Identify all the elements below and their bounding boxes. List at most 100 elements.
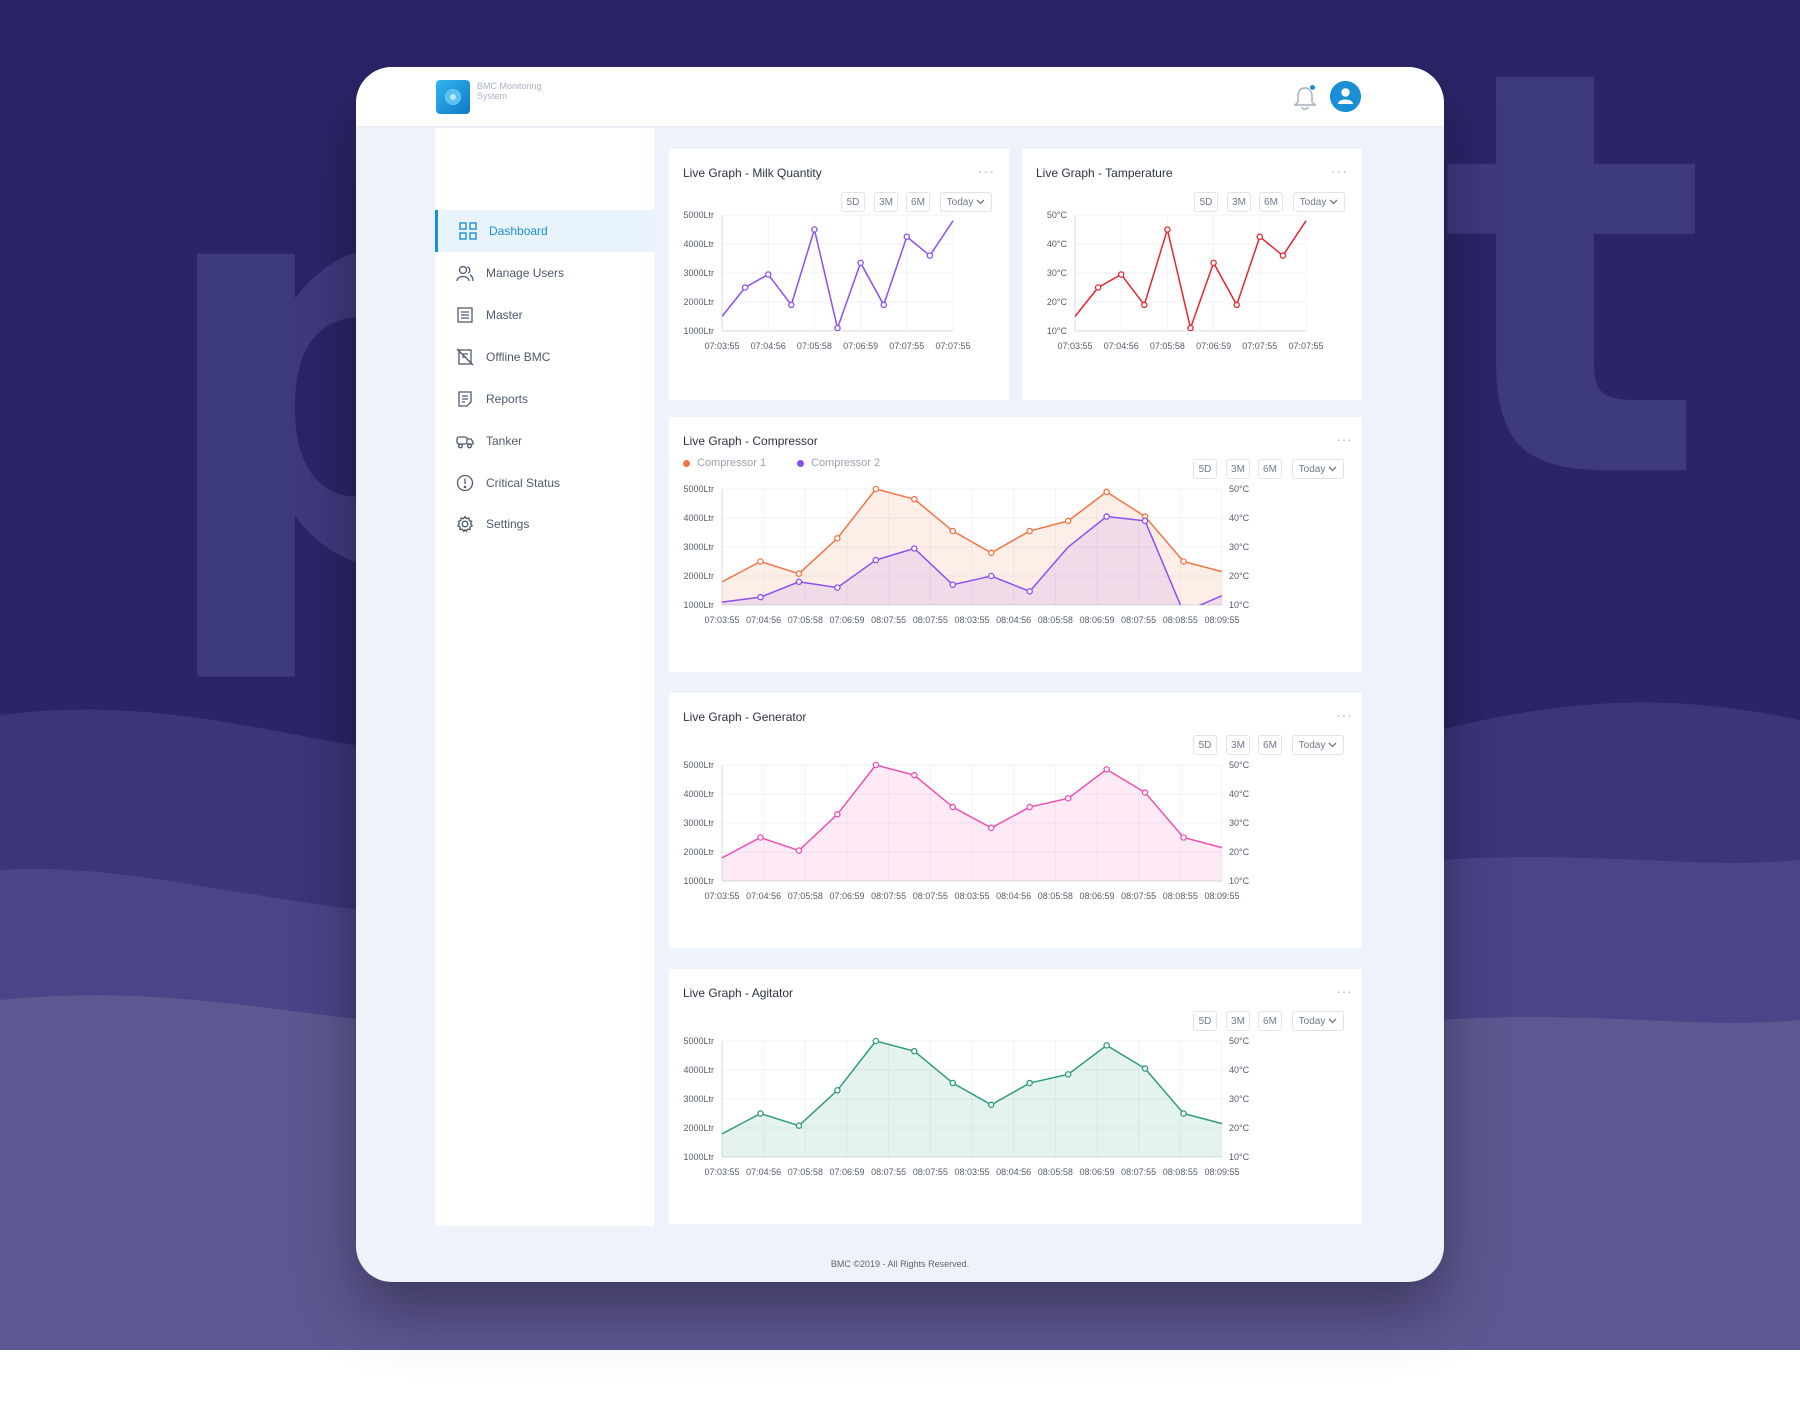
data-point[interactable] [757, 558, 764, 565]
sidebar-item-offline-bmc[interactable]: Offline BMC [435, 336, 654, 378]
data-point[interactable] [795, 578, 803, 586]
sidebar-item-settings[interactable]: Settings [435, 503, 654, 545]
sidebar-item-tanker[interactable]: Tanker [435, 420, 654, 462]
data-point[interactable] [872, 1037, 880, 1045]
data-point[interactable] [1187, 324, 1194, 331]
sidebar-item-dashboard[interactable]: Dashboard [435, 210, 654, 252]
data-point[interactable] [1026, 1079, 1033, 1087]
data-point[interactable] [1164, 226, 1171, 233]
data-point[interactable] [1064, 795, 1072, 802]
data-point[interactable] [1180, 1110, 1187, 1117]
data-point[interactable] [757, 834, 764, 841]
data-point[interactable] [903, 233, 911, 241]
range-5d-button[interactable]: 5D [841, 192, 865, 212]
range-select[interactable]: Today [940, 192, 992, 212]
card-menu-button[interactable]: ··· [1331, 163, 1348, 179]
range-3m-button[interactable]: 3M [1226, 459, 1250, 479]
data-point[interactable] [1256, 233, 1264, 241]
range-6m-button[interactable]: 6M [906, 192, 930, 212]
data-point[interactable] [795, 570, 803, 577]
data-point[interactable] [741, 284, 749, 291]
data-point[interactable] [1141, 517, 1149, 525]
sidebar-item-reports[interactable]: Reports [435, 378, 654, 420]
range-3m-button[interactable]: 3M [1226, 1011, 1250, 1031]
range-select[interactable]: Today [1292, 459, 1344, 479]
data-point[interactable] [834, 535, 841, 542]
legend-compressor-1[interactable]: Compressor 1 [683, 457, 766, 469]
range-select[interactable]: Today [1293, 192, 1345, 212]
data-point[interactable] [1180, 834, 1187, 841]
data-point[interactable] [911, 1047, 918, 1055]
data-point[interactable] [757, 593, 764, 601]
data-point[interactable] [795, 847, 803, 854]
data-point[interactable] [1210, 259, 1217, 267]
data-point[interactable] [1117, 271, 1125, 278]
data-point[interactable] [911, 545, 918, 552]
data-point[interactable] [811, 226, 818, 233]
data-point[interactable] [987, 572, 995, 580]
data-point[interactable] [1103, 488, 1110, 496]
data-point[interactable] [834, 1087, 841, 1094]
card-menu-button[interactable]: ··· [978, 163, 995, 179]
data-point[interactable] [1279, 252, 1287, 259]
range-5d-button[interactable]: 5D [1193, 1011, 1217, 1031]
sidebar-item-manage-users[interactable]: Manage Users [435, 252, 654, 294]
range-5d-button[interactable]: 5D [1193, 459, 1217, 479]
data-point[interactable] [834, 584, 841, 591]
data-point[interactable] [872, 485, 880, 493]
range-3m-button[interactable]: 3M [1226, 735, 1250, 755]
data-point[interactable] [1094, 284, 1102, 291]
data-point[interactable] [795, 1122, 803, 1129]
sidebar-item-master[interactable]: Master [435, 294, 654, 336]
data-point[interactable] [911, 771, 918, 779]
data-point[interactable] [1141, 301, 1148, 309]
data-point[interactable] [834, 324, 841, 331]
card-menu-button[interactable]: ··· [1336, 983, 1353, 999]
data-point[interactable] [911, 495, 918, 503]
data-point[interactable] [1103, 766, 1110, 773]
data-point[interactable] [1141, 1065, 1149, 1072]
sidebar-item-critical-status[interactable]: Critical Status [435, 462, 654, 504]
data-point[interactable] [1064, 517, 1072, 525]
card-menu-button[interactable]: ··· [1336, 707, 1353, 723]
card-menu-button[interactable]: ··· [1336, 431, 1353, 447]
range-select[interactable]: Today [1292, 735, 1344, 755]
range-6m-button[interactable]: 6M [1258, 1011, 1282, 1031]
data-point[interactable] [926, 252, 934, 259]
range-3m-button[interactable]: 3M [1227, 192, 1251, 212]
data-point[interactable] [1180, 558, 1187, 565]
data-point[interactable] [949, 1079, 957, 1087]
data-point[interactable] [1233, 301, 1240, 309]
data-point[interactable] [764, 271, 772, 278]
logo-icon[interactable] [436, 80, 470, 114]
range-6m-button[interactable]: 6M [1258, 459, 1282, 479]
user-avatar-icon[interactable] [1330, 81, 1361, 112]
data-point[interactable] [872, 556, 880, 564]
range-6m-button[interactable]: 6M [1258, 735, 1282, 755]
data-point[interactable] [1103, 1042, 1110, 1049]
data-point[interactable] [834, 811, 841, 818]
data-point[interactable] [987, 549, 995, 557]
data-point[interactable] [949, 527, 957, 535]
range-5d-button[interactable]: 5D [1194, 192, 1218, 212]
data-point[interactable] [872, 761, 880, 769]
data-point[interactable] [1026, 588, 1033, 595]
data-point[interactable] [1064, 1071, 1072, 1078]
range-5d-button[interactable]: 5D [1193, 735, 1217, 755]
data-point[interactable] [757, 1110, 764, 1117]
data-point[interactable] [880, 301, 887, 309]
data-point[interactable] [788, 301, 795, 309]
data-point[interactable] [1026, 527, 1033, 535]
data-point[interactable] [857, 259, 864, 267]
data-point[interactable] [1026, 803, 1033, 811]
data-point[interactable] [949, 581, 957, 588]
data-point[interactable] [987, 824, 995, 832]
range-select[interactable]: Today [1292, 1011, 1344, 1031]
data-point[interactable] [1103, 513, 1110, 520]
legend-compressor-2[interactable]: Compressor 2 [797, 457, 880, 469]
range-3m-button[interactable]: 3M [874, 192, 898, 212]
data-point[interactable] [949, 803, 957, 811]
data-point[interactable] [987, 1101, 995, 1109]
range-6m-button[interactable]: 6M [1259, 192, 1283, 212]
data-point[interactable] [1141, 789, 1149, 796]
